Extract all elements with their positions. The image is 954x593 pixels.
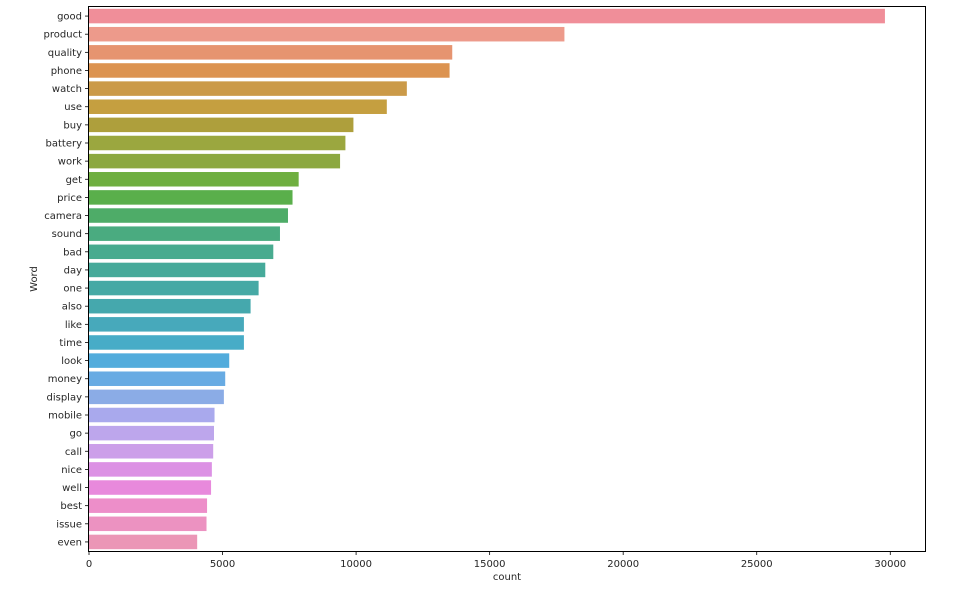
y-tick-label: phone: [51, 66, 82, 77]
y-tick-label: mobile: [48, 411, 82, 422]
bar-get: [89, 172, 299, 187]
y-tick-label: watch: [52, 84, 82, 95]
bar-go: [89, 425, 214, 441]
x-tick-label: 30000: [874, 559, 906, 570]
y-tick-label: one: [63, 284, 82, 295]
bar-best: [89, 498, 208, 513]
bar-nice: [89, 462, 212, 477]
y-tick-label: go: [70, 429, 82, 440]
y-tick-label: battery: [46, 139, 83, 150]
bar-good: [89, 8, 885, 24]
bar-sound: [89, 226, 280, 241]
bar-bad: [89, 244, 274, 260]
bar-watch: [89, 81, 407, 96]
bar-issue: [89, 516, 207, 532]
bar-quality: [89, 45, 453, 60]
y-tick-label: sound: [52, 229, 82, 240]
bar-also: [89, 298, 251, 314]
y-tick-label: issue: [56, 519, 82, 530]
x-tick-label: 10000: [340, 559, 372, 570]
bar-display: [89, 389, 224, 405]
y-tick-label: money: [48, 374, 82, 385]
bar-phone: [89, 63, 450, 78]
y-tick-label: call: [65, 447, 82, 458]
y-tick-label: display: [46, 392, 82, 403]
bar-even: [89, 534, 198, 550]
y-tick-label: also: [62, 302, 82, 313]
x-tick-label: 20000: [607, 559, 639, 570]
y-tick-label: quality: [48, 48, 82, 59]
bar-money: [89, 371, 226, 386]
bar-use: [89, 99, 387, 114]
bar-camera: [89, 208, 288, 223]
bar-one: [89, 280, 259, 296]
y-tick-label: get: [66, 175, 83, 186]
y-tick-label: look: [61, 356, 82, 367]
bar-battery: [89, 135, 346, 151]
y-tick-label: use: [64, 102, 82, 113]
y-tick-label: even: [57, 537, 82, 548]
bar-well: [89, 480, 212, 495]
y-tick-label: work: [58, 157, 82, 168]
y-tick-label: like: [65, 320, 82, 331]
y-tick-label: bad: [63, 247, 82, 258]
bar-day: [89, 262, 266, 278]
y-tick-label: day: [64, 265, 82, 276]
x-tick-label: 15000: [474, 559, 506, 570]
y-tick-label: good: [57, 12, 82, 23]
bar-look: [89, 353, 230, 368]
bar-price: [89, 190, 293, 205]
y-tick-label: buy: [63, 120, 82, 131]
y-tick-label: nice: [61, 465, 82, 476]
y-tick-label: camera: [44, 211, 82, 222]
bar-call: [89, 444, 214, 459]
y-tick-label: price: [57, 193, 82, 204]
x-tick-label: 5000: [210, 559, 235, 570]
bar-product: [89, 26, 565, 42]
bar-time: [89, 335, 244, 350]
x-axis-label: count: [493, 572, 521, 583]
y-tick-label: time: [59, 338, 82, 349]
plot-frame: [88, 6, 926, 552]
y-tick-label: well: [62, 483, 82, 494]
x-tick-label: 25000: [741, 559, 773, 570]
bar-work: [89, 153, 341, 169]
y-tick-label: product: [44, 30, 83, 41]
bar-like: [89, 317, 244, 332]
bar-buy: [89, 117, 354, 133]
y-axis-label: Word: [29, 266, 40, 292]
y-tick-label: best: [60, 501, 82, 512]
bar-mobile: [89, 407, 215, 423]
x-tick-label: 0: [86, 559, 92, 570]
